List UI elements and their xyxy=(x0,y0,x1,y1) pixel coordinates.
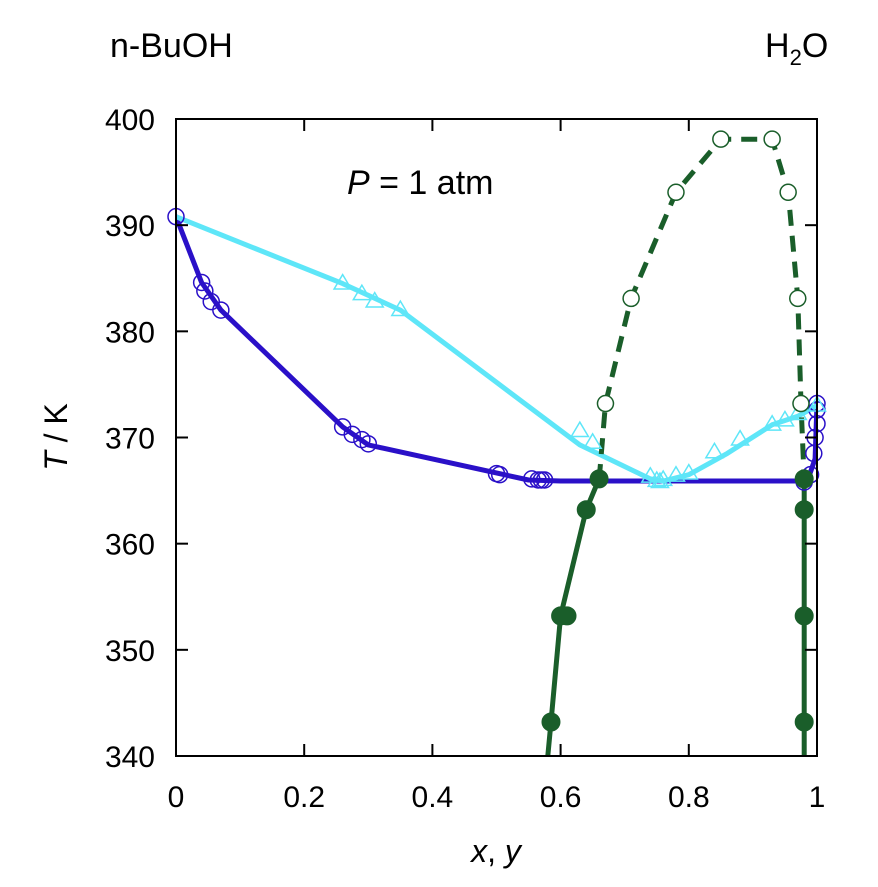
corner-label-right: H2O xyxy=(765,27,828,70)
data-point xyxy=(541,712,561,732)
y-tick-label: 400 xyxy=(105,104,155,137)
corner-label-left: n-BuOH xyxy=(110,27,233,65)
data-point xyxy=(352,283,372,301)
data-point xyxy=(678,463,699,480)
data-point xyxy=(653,469,674,487)
x-tick-label: 0.6 xyxy=(540,781,582,814)
data-point xyxy=(582,432,603,449)
data-point xyxy=(779,183,797,202)
data-point xyxy=(359,435,378,453)
pressure-annotation: P = 1 atm xyxy=(347,164,493,202)
x-tick-label: 0.4 xyxy=(412,781,454,814)
data-point xyxy=(589,469,609,489)
y-tick-label: 390 xyxy=(105,210,155,243)
data-point xyxy=(650,471,670,489)
data-point xyxy=(343,425,362,444)
x-tick-label: 1 xyxy=(809,781,826,814)
x-tick-label: 0 xyxy=(168,781,185,814)
data-point xyxy=(523,470,541,488)
data-point xyxy=(792,394,810,413)
data-point xyxy=(596,394,615,413)
data-point xyxy=(192,273,211,292)
data-point xyxy=(622,289,640,308)
data-point xyxy=(730,429,750,446)
data-point xyxy=(712,130,730,148)
data-point xyxy=(364,291,385,308)
y-tick-label: 380 xyxy=(105,316,155,349)
data-point xyxy=(704,441,725,459)
data-point xyxy=(535,471,554,489)
data-point xyxy=(576,500,596,520)
data-point xyxy=(794,606,814,626)
y-tick-label: 360 xyxy=(105,529,155,562)
data-point xyxy=(763,130,781,148)
data-point xyxy=(667,183,685,202)
y-axis-label: T / K xyxy=(38,403,74,471)
data-point xyxy=(666,465,686,482)
x-tick-label: 0.2 xyxy=(283,781,325,814)
data-point xyxy=(490,465,509,484)
x-tick-label: 0.8 xyxy=(668,781,710,814)
series-line-4 xyxy=(596,136,807,481)
data-point xyxy=(794,500,814,520)
data-point xyxy=(390,299,411,317)
data-point xyxy=(212,301,230,319)
plot-frame xyxy=(175,118,818,757)
data-point xyxy=(646,470,667,488)
data-point xyxy=(557,606,577,626)
data-point xyxy=(332,273,353,290)
x-axis-label: x, y xyxy=(469,833,523,869)
series-line-2 xyxy=(176,214,817,484)
y-tick-label: 340 xyxy=(105,741,155,774)
data-point xyxy=(794,469,814,489)
data-point xyxy=(569,420,590,438)
data-point xyxy=(787,403,808,421)
y-tick-label: 350 xyxy=(105,635,155,668)
data-point xyxy=(196,282,214,300)
data-point xyxy=(794,712,814,732)
y-tick-label: 370 xyxy=(105,423,155,456)
data-point xyxy=(762,414,782,431)
data-point xyxy=(789,289,807,308)
